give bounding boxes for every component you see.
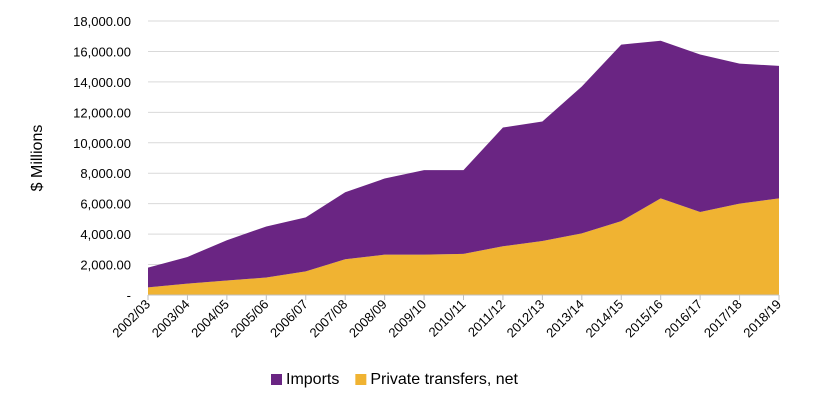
x-tick-label: 2018/19 — [740, 297, 784, 341]
y-tick-labels: - 2,000.00 4,000.00 6,000.00 8,000.00 10,000.… — [73, 14, 131, 303]
x-tick-label: 2010/11 — [425, 297, 468, 340]
legend-swatch — [271, 374, 282, 385]
y-tick-label: 14,000.00 — [73, 75, 131, 90]
y-axis-label: $ Millions — [29, 125, 46, 192]
y-tick-label: 2,000.00 — [80, 258, 131, 273]
y-tick-label: - — [127, 288, 131, 303]
x-tick-label: 2003/04 — [149, 297, 193, 341]
x-tick-label: 2008/09 — [346, 297, 390, 341]
area-series-1 — [148, 40, 779, 288]
x-tick-label: 2014/15 — [583, 297, 627, 341]
axes — [147, 294, 780, 300]
x-tick-label: 2009/10 — [385, 297, 429, 341]
x-tick-labels: 2002/032003/042004/052005/062006/072007/… — [109, 297, 784, 341]
x-tick-label: 2007/08 — [306, 297, 350, 341]
y-tick-label: 16,000.00 — [73, 44, 131, 59]
areas — [148, 40, 779, 295]
area-series-0 — [148, 198, 779, 295]
x-tick-label: 2005/06 — [228, 297, 272, 341]
legend-label: Private transfers, net — [370, 371, 518, 388]
x-tick-label: 2004/05 — [188, 297, 232, 341]
legend: Imports Private transfers, net — [271, 371, 519, 388]
x-tick-label: 2006/07 — [267, 297, 311, 341]
x-tick-label: 2012/13 — [504, 297, 548, 341]
y-tick-label: 10,000.00 — [73, 136, 131, 151]
x-tick-label: 2011/12 — [465, 297, 508, 340]
y-tick-label: 12,000.00 — [73, 105, 131, 120]
y-tick-label: 6,000.00 — [80, 197, 131, 212]
x-tick-label: 2017/18 — [701, 297, 745, 341]
y-tick-label: 18,000.00 — [73, 14, 131, 29]
y-tick-label: 4,000.00 — [80, 227, 131, 242]
x-tick-label: 2016/17 — [661, 297, 705, 341]
x-tick-label: 2015/16 — [622, 297, 666, 341]
legend-label: Imports — [286, 371, 339, 388]
legend-swatch — [355, 374, 367, 385]
x-tick-label: 2013/14 — [543, 297, 587, 341]
x-tick-label: 2002/03 — [109, 297, 153, 341]
y-tick-label: 8,000.00 — [80, 166, 131, 181]
